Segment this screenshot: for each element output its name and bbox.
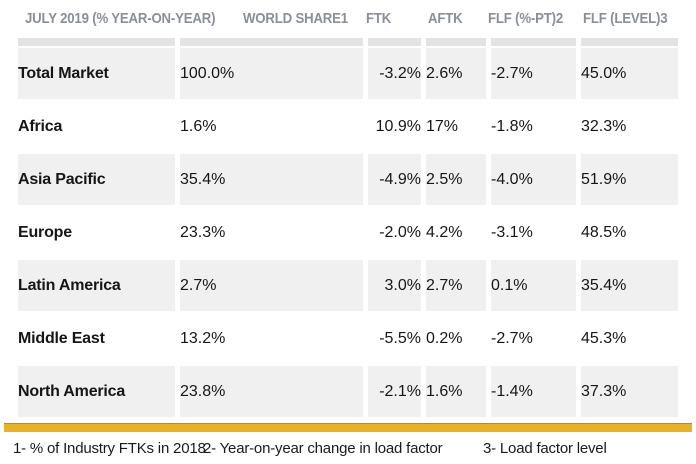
regions-table: Total Market 100.0% -3.2% 2.6% -2.7% 45.… [18,38,678,419]
header-period: JULY 2019 (% YEAR-ON-YEAR) [25,10,216,27]
cell-region: Total Market [18,48,175,101]
band-segment [421,38,486,48]
cell-aftk: 0.2% [421,313,486,366]
cell-ftk: -3.2% [363,48,421,101]
header-flf-pt: FLF (%-PT)2 [488,10,564,27]
band-segment [175,38,363,48]
cell-flf-pt: -1.8% [486,101,576,154]
cell-aftk: 1.6% [421,366,486,419]
cell-aftk: 2.5% [421,154,486,207]
cell-world-share: 1.6% [175,101,363,154]
cell-ftk: 3.0% [363,260,421,313]
cell-world-share: 23.3% [175,207,363,260]
cell-flf-pt: -4.0% [486,154,576,207]
header-flf-level: FLF (LEVEL)3 [583,10,668,27]
cell-world-share: 35.4% [175,154,363,207]
cell-ftk: -5.5% [363,313,421,366]
cell-flf-level: 48.5% [576,207,678,260]
footnote-1: 1- % of Industry FTKs in 2018 [13,440,206,457]
header-ftk: FTK [366,10,392,27]
table-row: North America 23.8% -2.1% 1.6% -1.4% 37.… [18,366,678,419]
cell-flf-pt: 0.1% [486,260,576,313]
cell-flf-pt: -2.7% [486,48,576,101]
cell-world-share: 13.2% [175,313,363,366]
cell-region: Africa [18,101,175,154]
table-row: Middle East 13.2% -5.5% 0.2% -2.7% 45.3% [18,313,678,366]
cell-flf-level: 51.9% [576,154,678,207]
cell-aftk: 4.2% [421,207,486,260]
cell-region: Latin America [18,260,175,313]
cell-flf-level: 45.3% [576,313,678,366]
cell-flf-level: 35.4% [576,260,678,313]
band-segment [576,38,678,48]
header-underline-band [18,38,678,48]
table-row: Total Market 100.0% -3.2% 2.6% -2.7% 45.… [18,48,678,101]
band-segment [486,38,576,48]
cell-flf-pt: -1.4% [486,366,576,419]
table-row: Africa 1.6% 10.9% 17% -1.8% 32.3% [18,101,678,154]
cell-aftk: 17% [421,101,486,154]
bottom-accent-bar [4,423,692,432]
cell-flf-level: 37.3% [576,366,678,419]
cell-world-share: 23.8% [175,366,363,419]
band-segment [18,38,175,48]
cell-region: Europe [18,207,175,260]
table-row: Latin America 2.7% 3.0% 2.7% 0.1% 35.4% [18,260,678,313]
cell-world-share: 100.0% [175,48,363,101]
cell-ftk: -2.1% [363,366,421,419]
cell-region: North America [18,366,175,419]
cell-ftk: 10.9% [363,101,421,154]
cell-flf-pt: -2.7% [486,313,576,366]
cell-aftk: 2.7% [421,260,486,313]
cell-ftk: -4.9% [363,154,421,207]
cell-ftk: -2.0% [363,207,421,260]
cell-region: Middle East [18,313,175,366]
cell-flf-pt: -3.1% [486,207,576,260]
table-row: Asia Pacific 35.4% -4.9% 2.5% -4.0% 51.9… [18,154,678,207]
footnote-2: 2- Year-on-year change in load factor [203,440,443,457]
header-aftk: AFTK [428,10,463,27]
header-world-share: WORLD SHARE1 [243,10,348,27]
cell-region: Asia Pacific [18,154,175,207]
table-row: Europe 23.3% -2.0% 4.2% -3.1% 48.5% [18,207,678,260]
cell-flf-level: 32.3% [576,101,678,154]
cell-flf-level: 45.0% [576,48,678,101]
footnote-3: 3- Load factor level [483,440,607,457]
band-segment [363,38,421,48]
cell-world-share: 2.7% [175,260,363,313]
cell-aftk: 2.6% [421,48,486,101]
